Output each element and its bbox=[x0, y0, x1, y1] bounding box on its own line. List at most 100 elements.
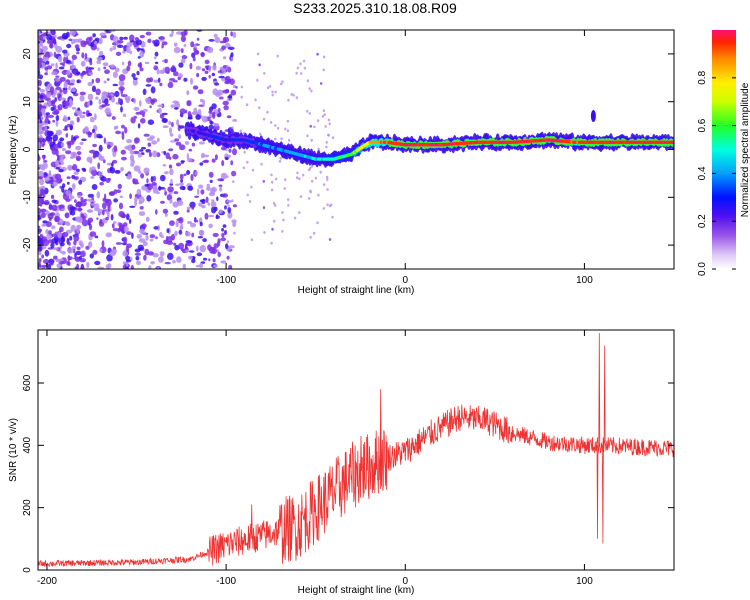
spectrogram-noise-cell bbox=[219, 96, 224, 100]
spectrogram-noise-cell bbox=[70, 79, 76, 84]
spectrogram-noise-cell bbox=[55, 129, 63, 136]
spectrogram-noise-cell bbox=[96, 47, 100, 51]
spectrogram-noise-cell bbox=[94, 260, 101, 266]
spectrogram-noise-cell bbox=[98, 144, 103, 152]
spectrogram-noise-cell bbox=[102, 62, 109, 67]
spectrogram-noise-cell bbox=[328, 238, 332, 241]
spectrogram-noise-cell bbox=[87, 112, 93, 117]
spectrogram-noise-cell bbox=[66, 59, 71, 64]
spectrogram-noise-cell bbox=[79, 141, 84, 146]
colorbar: 0.0 0.2 0.4 0.6 0.8 Normalized spectral ampl… bbox=[697, 30, 750, 276]
spectrogram-noise-cell bbox=[99, 32, 106, 37]
spectrogram-noise-cell bbox=[224, 81, 231, 85]
spectrogram-noise-cell bbox=[61, 147, 66, 152]
spectrogram-noise-cell bbox=[188, 250, 195, 253]
spectrogram-noise-cell bbox=[91, 85, 97, 93]
spectrogram-noise-cell bbox=[214, 154, 218, 161]
spectrogram-noise-cell bbox=[310, 89, 313, 93]
spectrogram-noise-cell bbox=[174, 138, 180, 142]
spectrogram-noise-cell bbox=[114, 125, 119, 129]
spectrogram-noise-cell bbox=[125, 45, 131, 54]
spectrogram-noise-cell bbox=[231, 219, 237, 224]
spectrogram-noise-cell bbox=[103, 137, 107, 144]
spectrogram-noise-cell bbox=[206, 186, 211, 191]
spectrogram-noise-cell bbox=[67, 255, 71, 262]
spectrogram-noise-cell bbox=[111, 223, 115, 229]
spectrogram-noise-cell bbox=[195, 114, 201, 120]
spectrogram-noise-cell bbox=[127, 60, 132, 67]
spectrogram-noise-cell bbox=[141, 185, 148, 191]
spectrogram-noise-cell bbox=[152, 150, 158, 158]
spectrogram-noise-cell bbox=[321, 115, 324, 118]
spectrogram-noise-cell bbox=[66, 69, 71, 76]
spectrogram-noise-cell bbox=[126, 139, 133, 144]
spectrogram-xtick-label: -100 bbox=[216, 275, 236, 286]
spectrogram-noise-cell bbox=[99, 248, 103, 253]
spectrogram-noise-cell bbox=[49, 41, 53, 48]
spectrogram-noise-cell bbox=[81, 138, 87, 142]
spectrogram-noise-cell bbox=[306, 79, 309, 83]
spectrogram-noise-cell bbox=[296, 176, 299, 180]
spectrogram-noise-cell bbox=[176, 119, 180, 126]
spectrogram-noise-cell bbox=[79, 258, 86, 263]
spectrogram-noise-cell bbox=[195, 245, 199, 252]
spectrogram-noise-cell bbox=[55, 86, 62, 91]
spectrogram-noise-cell bbox=[92, 154, 97, 159]
spectrogram-noise-cell bbox=[232, 180, 235, 184]
spectrogram-noise-cell bbox=[317, 147, 320, 151]
spectrogram-noise-cell bbox=[175, 183, 180, 186]
spectrogram-noise-cell bbox=[180, 35, 186, 42]
spectrogram-noise-cell bbox=[47, 263, 51, 269]
spectrogram-noise-cell bbox=[109, 166, 113, 171]
spectrogram-noise-cell bbox=[286, 129, 290, 133]
spectrogram-noise-cell bbox=[323, 113, 326, 116]
spectrogram-noise-cell bbox=[59, 226, 64, 233]
spectrogram-noise-cell bbox=[122, 250, 128, 257]
spectrogram-noise-cell bbox=[208, 258, 211, 262]
spectrogram-noise-cell bbox=[232, 204, 237, 208]
spectrogram-noise-cell bbox=[143, 167, 150, 174]
spectrogram-noise-cell bbox=[42, 162, 48, 169]
spectrogram-noise-cell bbox=[224, 156, 229, 161]
spectrogram-noise-cell bbox=[132, 181, 140, 185]
spectrogram-noise-cell bbox=[106, 112, 112, 115]
spectrogram-noise-cell bbox=[75, 202, 80, 208]
spectrogram-noise-cell bbox=[50, 177, 54, 185]
spectrogram-noise-cell bbox=[129, 34, 135, 42]
spectrogram-noise-cell bbox=[184, 141, 190, 145]
spectrogram-noise-cell bbox=[38, 251, 42, 256]
spectrogram-noise-cell bbox=[281, 211, 284, 214]
spectrogram-noise-cell bbox=[256, 52, 260, 56]
spectrogram-noise-cell bbox=[331, 215, 334, 219]
spectrogram-noise-cell bbox=[92, 143, 97, 148]
spectrogram-noise-cell bbox=[191, 205, 195, 210]
snr-xtick-label: 100 bbox=[576, 576, 593, 587]
spectrogram-noise-cell bbox=[182, 263, 187, 269]
colorbar-tick-label: 0.4 bbox=[697, 166, 708, 180]
spectrogram-noise-cell bbox=[133, 165, 141, 172]
spectrogram-noise-cell bbox=[271, 180, 274, 184]
spectrogram-noise-cell bbox=[157, 77, 161, 83]
spectrogram-noise-cell bbox=[102, 202, 107, 210]
spectrogram-noise-cell bbox=[172, 80, 178, 83]
spectrogram-noise-cell bbox=[94, 113, 97, 121]
spectrogram-noise-cell bbox=[148, 265, 152, 269]
spectrogram-noise-cell bbox=[194, 195, 200, 198]
spectrogram-noise-cell bbox=[211, 72, 215, 77]
spectrogram-noise-cell bbox=[180, 248, 184, 252]
spectrogram-noise-cell bbox=[271, 227, 274, 231]
spectrogram-noise-cell bbox=[93, 131, 97, 139]
spectrogram-noise-cell bbox=[182, 186, 186, 191]
spectrogram-noise-cell bbox=[226, 175, 229, 179]
spectrogram-noise-cell bbox=[43, 160, 48, 163]
spectrogram-noise-cell bbox=[55, 247, 59, 251]
spectrogram-noise-cell bbox=[63, 56, 67, 64]
spectrogram-noise-cell bbox=[126, 243, 132, 249]
spectrogram-noise-cell bbox=[228, 155, 231, 158]
spectrogram-noise-cell bbox=[66, 260, 70, 266]
spectrogram-noise-cell bbox=[112, 71, 118, 78]
spectrogram-noise-cell bbox=[79, 91, 86, 96]
spectrogram-noise-cell bbox=[42, 62, 46, 68]
spectrogram-noise-cell bbox=[51, 225, 56, 230]
spectrogram-noise-cell bbox=[67, 247, 74, 254]
